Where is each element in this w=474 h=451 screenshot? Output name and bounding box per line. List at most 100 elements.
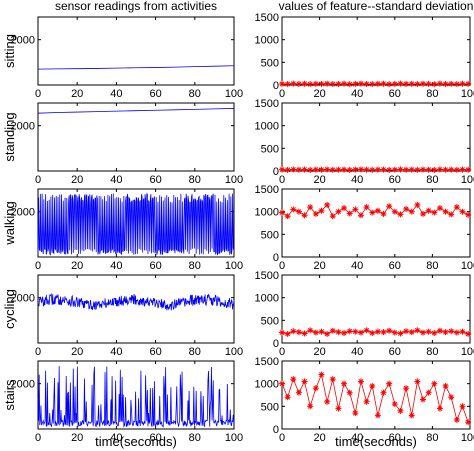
data-point-marker: [284, 330, 291, 337]
data-point-marker: [312, 80, 319, 87]
data-point-marker: [453, 329, 460, 336]
data-point-marker: [380, 166, 387, 173]
x-tick-label: 40: [351, 174, 363, 186]
data-point-marker: [397, 166, 404, 173]
data-point-marker: [459, 208, 466, 215]
data-point-marker: [335, 166, 342, 173]
x-tick-label: 0: [35, 432, 41, 444]
data-point-marker: [363, 166, 370, 173]
data-point-marker: [431, 209, 438, 216]
y-tick-label: 1500: [255, 270, 279, 282]
data-point-marker: [380, 329, 387, 336]
x-tick-label: 80: [426, 346, 438, 358]
y-tick-label: 1000: [255, 35, 279, 47]
data-point-marker: [324, 398, 331, 405]
data-point-marker: [341, 330, 348, 337]
x-tick-label: 0: [35, 260, 41, 272]
data-point-marker: [284, 394, 291, 401]
axes-box: [281, 188, 471, 258]
x-tick-label: 40: [351, 88, 363, 100]
data-point-marker: [341, 205, 348, 212]
data-point-marker: [279, 380, 285, 387]
x-tick-label: 80: [189, 88, 201, 100]
x-tick-label: 20: [71, 346, 83, 358]
y-axis-label: sitting: [2, 34, 17, 68]
data-point-marker: [295, 81, 302, 88]
left-xlabel: time(seconds): [95, 434, 177, 449]
data-point-marker: [459, 80, 466, 87]
data-point-marker: [391, 208, 398, 215]
data-point-marker: [386, 81, 393, 88]
data-point-marker: [369, 209, 376, 216]
data-point-marker: [363, 327, 370, 334]
data-point-marker: [279, 80, 285, 87]
data-point-marker: [301, 330, 308, 337]
x-tick-label: 0: [35, 88, 41, 100]
axes-box: [37, 274, 235, 344]
x-tick-label: 60: [149, 174, 161, 186]
data-point-marker: [329, 166, 336, 173]
data-point-marker: [369, 330, 376, 337]
data-point-marker: [346, 81, 353, 88]
data-point-marker: [290, 166, 297, 173]
x-tick-label: 60: [389, 88, 401, 100]
data-point-marker: [386, 380, 393, 387]
data-point-marker: [307, 403, 314, 410]
x-tick-label: 60: [149, 346, 161, 358]
data-point-marker: [448, 211, 455, 218]
data-point-marker: [363, 204, 370, 211]
data-point-marker: [403, 81, 410, 88]
data-point-marker: [425, 166, 432, 173]
data-point-marker: [290, 376, 297, 383]
x-tick-label: 0: [279, 346, 285, 358]
data-point-marker: [408, 166, 415, 173]
x-tick-label: 20: [313, 174, 325, 186]
data-point-marker: [284, 81, 291, 88]
data-point-marker: [290, 328, 297, 335]
data-point-marker: [352, 80, 359, 87]
x-tick-label: 0: [35, 346, 41, 358]
data-point-marker: [442, 166, 449, 173]
data-point-marker: [335, 81, 342, 88]
data-point-marker: [295, 208, 302, 215]
y-tick-label: 500: [261, 401, 279, 413]
data-point-marker: [335, 208, 342, 215]
data-point-marker: [357, 80, 364, 87]
x-tick-label: 100: [225, 174, 243, 186]
data-point-marker: [420, 80, 426, 87]
data-point-marker: [448, 80, 455, 87]
data-point-marker: [369, 166, 376, 173]
series-line: [37, 108, 235, 114]
axes-box: [37, 16, 235, 86]
data-point-marker: [301, 80, 308, 87]
data-point-marker: [465, 330, 472, 337]
data-point-marker: [363, 81, 370, 88]
data-point-marker: [425, 207, 432, 214]
data-point-marker: [279, 329, 285, 336]
x-tick-label: 80: [189, 260, 201, 272]
data-point-marker: [369, 382, 376, 389]
data-point-marker: [324, 80, 331, 87]
data-point-marker: [420, 166, 426, 173]
y-tick-label: 0: [273, 424, 279, 436]
x-tick-label: 40: [110, 432, 122, 444]
data-point-marker: [346, 167, 353, 174]
data-point-marker: [346, 328, 353, 335]
series-line: [37, 65, 235, 70]
x-tick-label: 80: [189, 346, 201, 358]
x-tick-label: 40: [110, 346, 122, 358]
data-point-marker: [374, 207, 381, 214]
data-point-marker: [397, 330, 404, 337]
data-point-marker: [312, 210, 319, 217]
x-tick-label: 20: [71, 88, 83, 100]
x-tick-label: 100: [461, 88, 474, 100]
data-point-marker: [436, 205, 443, 212]
chart-panel-right-sitting: 020406080100050010001500: [255, 12, 474, 100]
data-point-marker: [459, 403, 466, 410]
data-point-marker: [357, 378, 364, 385]
data-point-marker: [295, 389, 302, 396]
y-tick-label: 1500: [255, 98, 279, 110]
